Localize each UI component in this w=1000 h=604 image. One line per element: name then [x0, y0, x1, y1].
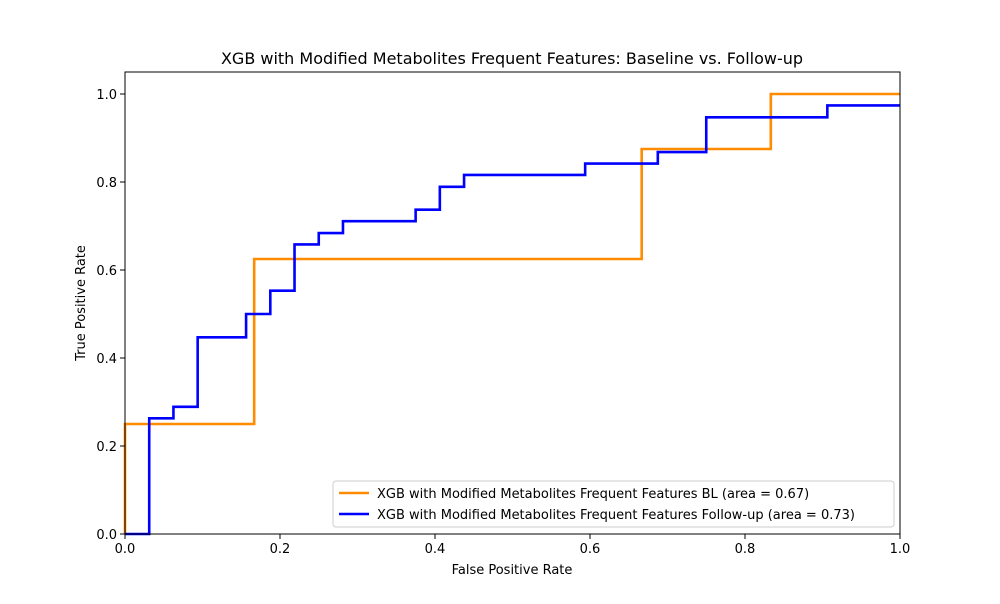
x-tick-label: 0.0	[115, 542, 136, 557]
series-line-followup	[125, 104, 900, 536]
x-tick-label: 0.2	[270, 542, 291, 557]
y-tick-label: 0.4	[96, 352, 117, 367]
y-axis-ticks: 0.0 0.2 0.4 0.6 0.8 1.0	[96, 88, 125, 543]
series-lines	[123, 92, 900, 536]
series-line-bl	[123, 92, 900, 534]
legend-label-bl: XGB with Modified Metabolites Frequent F…	[377, 487, 809, 502]
plot-frame	[124, 71, 901, 535]
y-tick-label: 0.2	[96, 440, 117, 455]
x-tick-label: 0.6	[580, 542, 601, 557]
x-tick-label: 0.8	[735, 542, 756, 557]
chart-title: XGB with Modified Metabolites Frequent F…	[221, 49, 803, 68]
legend-label-followup: XGB with Modified Metabolites Frequent F…	[377, 508, 855, 523]
y-axis-label: True Positive Rate	[74, 245, 89, 362]
legend-box	[332, 480, 895, 528]
y-tick-label: 0.6	[96, 264, 117, 279]
x-axis-ticks: 0.0 0.2 0.4 0.6 0.8 1.0	[115, 534, 911, 557]
x-tick-label: 0.4	[425, 542, 446, 557]
x-axis-label: False Positive Rate	[452, 563, 573, 578]
y-tick-label: 0.8	[96, 176, 117, 191]
legend: XGB with Modified Metabolites Frequent F…	[332, 480, 895, 528]
plot-area	[125, 72, 900, 534]
y-tick-label: 0.0	[96, 528, 117, 543]
y-tick-label: 1.0	[96, 88, 117, 103]
x-tick-label: 1.0	[890, 542, 911, 557]
